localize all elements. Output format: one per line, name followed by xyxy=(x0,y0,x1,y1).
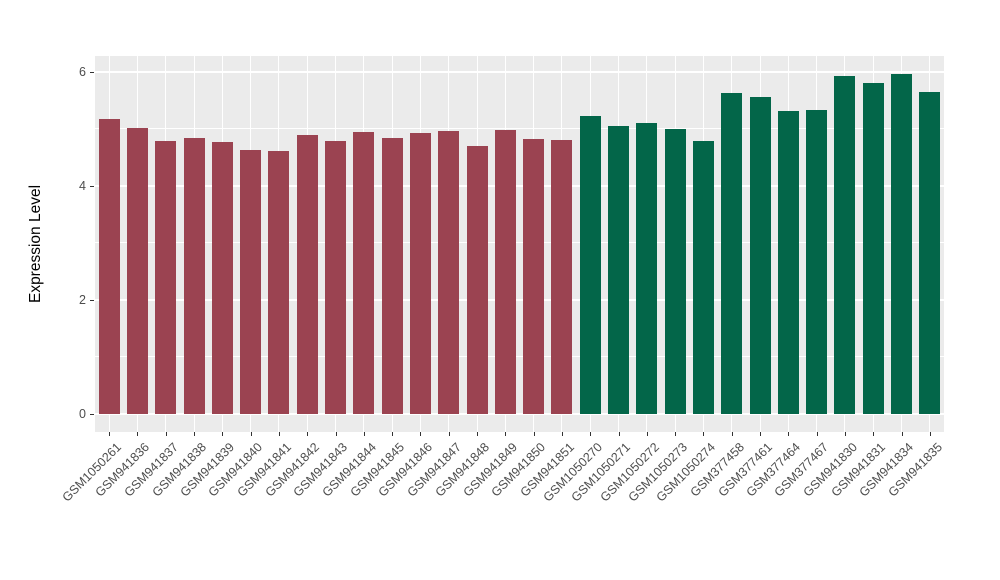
bar-GSM941843 xyxy=(325,141,347,414)
bar-GSM941841 xyxy=(268,150,290,414)
x-tick-mark-GSM377461 xyxy=(760,432,762,436)
x-tick-mark-GSM941851 xyxy=(561,432,563,436)
bar-GSM377461 xyxy=(749,97,771,414)
y-tick-mark-0 xyxy=(90,414,94,415)
gridline-minor-y5 xyxy=(95,128,944,130)
gridline-major-y6 xyxy=(95,70,944,73)
bar-GSM1050273 xyxy=(664,128,686,414)
bar-GSM941851 xyxy=(551,140,573,414)
x-tick-mark-GSM941843 xyxy=(335,432,337,436)
bar-GSM941845 xyxy=(381,137,403,414)
y-tick-mark-6 xyxy=(90,71,94,73)
y-tick-label-6: 6 xyxy=(79,64,86,79)
bar-GSM1050274 xyxy=(692,141,714,414)
bar-GSM377458 xyxy=(721,93,743,414)
x-tick-mark-GSM941849 xyxy=(505,432,507,436)
x-tick-mark-GSM377458 xyxy=(731,432,733,436)
x-tick-mark-GSM941841 xyxy=(278,432,280,436)
gridline-major-y4 xyxy=(95,184,944,187)
x-tick-mark-GSM941835 xyxy=(929,432,931,436)
bar-GSM941848 xyxy=(466,145,488,414)
bar-GSM941842 xyxy=(296,135,318,414)
x-tick-mark-GSM1050272 xyxy=(646,432,648,436)
bar-GSM941838 xyxy=(183,137,205,414)
x-tick-mark-GSM941847 xyxy=(448,432,450,436)
x-tick-mark-GSM1050261 xyxy=(109,432,111,436)
gridline-minor-y3 xyxy=(95,242,944,244)
x-tick-mark-GSM941831 xyxy=(873,432,875,436)
bar-GSM941839 xyxy=(211,142,233,414)
x-tick-mark-GSM941848 xyxy=(477,432,479,436)
x-tick-mark-GSM941850 xyxy=(533,432,535,436)
gridline-major-y0 xyxy=(95,413,944,415)
bar-GSM941837 xyxy=(155,140,177,414)
y-tick-mark-4 xyxy=(90,185,94,187)
x-tick-mark-GSM941845 xyxy=(392,432,394,436)
x-tick-mark-GSM941842 xyxy=(307,432,309,436)
x-tick-mark-GSM941837 xyxy=(165,432,167,436)
bar-GSM1050270 xyxy=(579,116,601,414)
bar-GSM941834 xyxy=(891,73,913,414)
bar-GSM377464 xyxy=(777,111,799,414)
gridline-minor-y1 xyxy=(95,356,944,358)
bar-GSM941849 xyxy=(494,129,516,414)
y-tick-label-4: 4 xyxy=(79,178,86,193)
bar-GSM941836 xyxy=(126,128,148,414)
y-tick-label-0: 0 xyxy=(79,407,86,421)
x-tick-mark-GSM941846 xyxy=(420,432,422,436)
x-tick-mark-GSM941836 xyxy=(137,432,139,436)
bar-GSM941850 xyxy=(523,139,545,414)
y-tick-label-2: 2 xyxy=(79,292,86,307)
bar-GSM941835 xyxy=(919,91,941,414)
y-tick-mark-2 xyxy=(90,299,94,301)
x-tick-mark-GSM941834 xyxy=(901,432,903,436)
bar-GSM941831 xyxy=(862,83,884,414)
y-axis-title: Expression Level xyxy=(27,184,44,304)
bar-GSM1050261 xyxy=(98,119,120,414)
plot-panel xyxy=(95,56,944,432)
x-tick-mark-GSM1050271 xyxy=(618,432,620,436)
x-tick-mark-GSM941844 xyxy=(363,432,365,436)
x-tick-mark-GSM1050270 xyxy=(590,432,592,436)
x-tick-mark-GSM1050273 xyxy=(675,432,677,436)
bar-GSM377467 xyxy=(806,109,828,414)
x-tick-mark-GSM941840 xyxy=(250,432,252,436)
bar-GSM1050272 xyxy=(636,123,658,414)
bar-GSM941844 xyxy=(353,131,375,414)
bar-GSM1050271 xyxy=(608,126,630,414)
bar-GSM941846 xyxy=(409,132,431,414)
x-tick-mark-GSM377467 xyxy=(816,432,818,436)
x-tick-mark-GSM377464 xyxy=(788,432,790,436)
x-tick-mark-GSM941839 xyxy=(222,432,224,436)
x-tick-mark-GSM941838 xyxy=(194,432,196,436)
gridline-major-y2 xyxy=(95,298,944,301)
bar-GSM941847 xyxy=(438,131,460,414)
bar-GSM941840 xyxy=(240,149,262,414)
x-tick-mark-GSM1050274 xyxy=(703,432,705,436)
bar-GSM941830 xyxy=(834,75,856,414)
x-tick-mark-GSM941830 xyxy=(844,432,846,436)
